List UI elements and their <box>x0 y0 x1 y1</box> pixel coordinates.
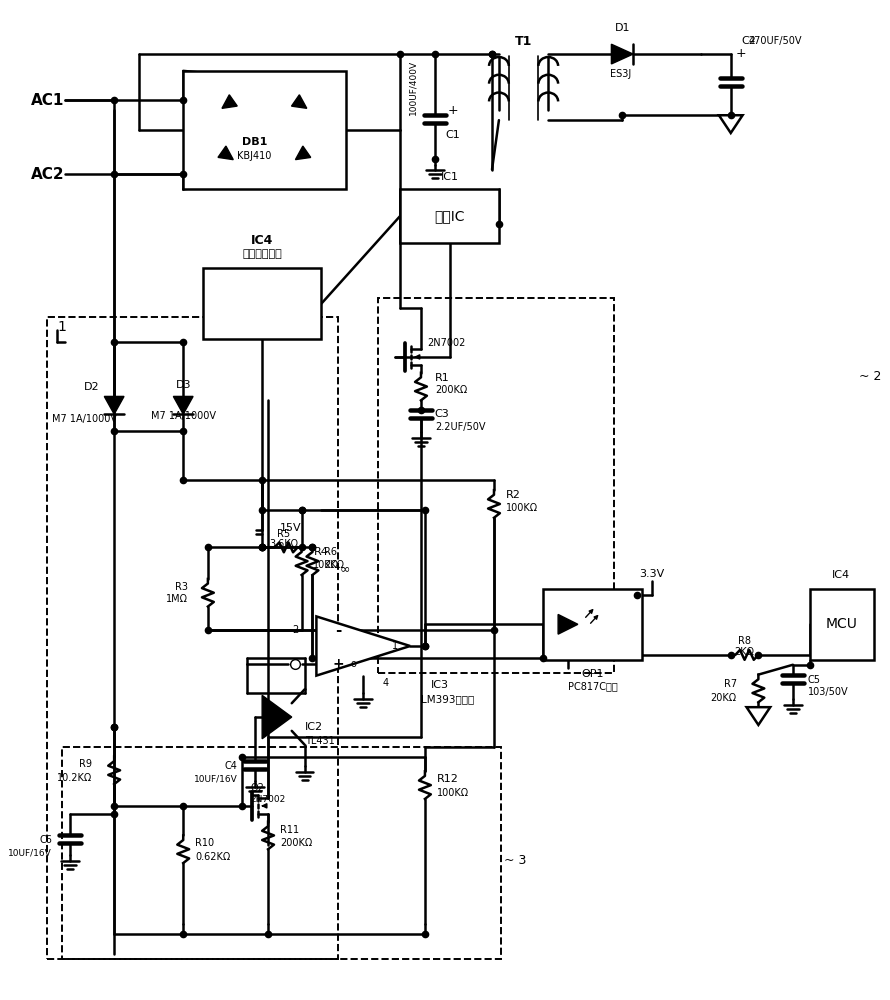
Text: M7 1A/1000V: M7 1A/1000V <box>150 411 215 421</box>
Text: 2KΩ: 2KΩ <box>324 560 344 570</box>
Bar <box>47 317 338 959</box>
Polygon shape <box>104 396 124 414</box>
Text: IC4: IC4 <box>251 234 273 247</box>
Text: ES3J: ES3J <box>610 69 631 79</box>
Text: TL431: TL431 <box>304 736 335 746</box>
Polygon shape <box>295 146 311 160</box>
Text: C3: C3 <box>435 409 449 419</box>
Text: ~ 3: ~ 3 <box>504 854 526 867</box>
Text: 2: 2 <box>293 625 299 635</box>
Text: MCU: MCU <box>825 617 857 631</box>
Bar <box>203 268 321 339</box>
Text: R7: R7 <box>724 679 737 689</box>
Text: C2: C2 <box>741 36 756 46</box>
Text: 200KΩ: 200KΩ <box>435 385 467 395</box>
Text: R2: R2 <box>506 490 521 500</box>
Text: +: + <box>332 657 344 671</box>
Polygon shape <box>719 115 742 133</box>
Text: R10: R10 <box>195 838 214 848</box>
Text: -: - <box>335 623 341 638</box>
Text: +: + <box>448 104 457 117</box>
Text: 103/50V: 103/50V <box>808 687 848 697</box>
Bar <box>543 589 642 660</box>
Bar <box>400 189 499 243</box>
Text: 10UF/16V: 10UF/16V <box>194 775 238 784</box>
Text: C5: C5 <box>808 675 821 685</box>
Text: 100KΩ: 100KΩ <box>437 788 469 798</box>
Text: IC4: IC4 <box>832 570 850 580</box>
Polygon shape <box>263 695 292 739</box>
Text: 100UF/400V: 100UF/400V <box>409 60 417 115</box>
Text: R8: R8 <box>738 636 751 646</box>
Text: 20KΩ: 20KΩ <box>710 693 737 703</box>
Text: 0.62KΩ: 0.62KΩ <box>195 852 231 862</box>
Text: 15V: 15V <box>279 523 302 533</box>
Text: ~ 2: ~ 2 <box>859 370 881 383</box>
Text: R9: R9 <box>79 759 93 769</box>
Text: 2.2UF/50V: 2.2UF/50V <box>435 422 485 432</box>
Text: 100KΩ: 100KΩ <box>506 503 538 513</box>
Text: R11: R11 <box>279 825 299 835</box>
Polygon shape <box>292 95 307 108</box>
Text: R1: R1 <box>435 373 449 383</box>
Polygon shape <box>317 616 410 676</box>
Bar <box>810 589 874 660</box>
Text: 10UF/16V: 10UF/16V <box>8 849 52 858</box>
Text: ∞: ∞ <box>340 563 350 576</box>
Text: 1MΩ: 1MΩ <box>166 594 188 604</box>
Bar <box>183 71 346 189</box>
Text: R6: R6 <box>324 547 337 557</box>
Polygon shape <box>747 707 770 725</box>
Text: D2: D2 <box>84 382 100 392</box>
Text: 2N7002: 2N7002 <box>427 338 465 348</box>
Text: 1: 1 <box>392 641 399 651</box>
Text: Q2: Q2 <box>250 783 264 793</box>
Text: C1: C1 <box>445 130 460 140</box>
Text: D3: D3 <box>175 380 191 390</box>
Text: M7 1A/1000V: M7 1A/1000V <box>53 414 117 424</box>
Text: OP1: OP1 <box>581 669 604 679</box>
Text: 3.6KΩ: 3.6KΩ <box>270 539 298 549</box>
Text: R5: R5 <box>278 529 290 539</box>
Text: 4: 4 <box>383 678 389 688</box>
Polygon shape <box>558 614 578 634</box>
Text: 2KΩ: 2KΩ <box>734 647 755 657</box>
Polygon shape <box>218 146 233 160</box>
Text: AC2: AC2 <box>31 167 65 182</box>
Text: D1: D1 <box>614 23 630 33</box>
Text: 470UF/50V: 470UF/50V <box>748 36 802 46</box>
Text: C4: C4 <box>224 761 238 771</box>
Text: LM393比较器: LM393比较器 <box>421 694 474 704</box>
Polygon shape <box>174 396 193 414</box>
Text: R3: R3 <box>175 582 188 592</box>
Text: AC1: AC1 <box>31 93 65 108</box>
Bar <box>377 298 614 673</box>
Text: 10KΩ: 10KΩ <box>313 560 339 570</box>
Text: 3: 3 <box>293 659 299 669</box>
Text: DB1: DB1 <box>241 137 267 147</box>
Text: IC1: IC1 <box>441 172 458 182</box>
Text: 1: 1 <box>57 320 66 334</box>
Text: 线性稳压模块: 线性稳压模块 <box>242 249 282 259</box>
Polygon shape <box>222 95 238 108</box>
Text: C6: C6 <box>39 835 52 845</box>
Text: IC2: IC2 <box>304 722 323 732</box>
Text: 2N7002: 2N7002 <box>250 795 286 804</box>
Text: T1: T1 <box>515 35 532 48</box>
Text: 200KΩ: 200KΩ <box>279 838 312 848</box>
Text: R12: R12 <box>437 774 458 784</box>
Bar <box>62 747 501 959</box>
Text: KBJ410: KBJ410 <box>237 151 271 161</box>
Text: +: + <box>736 47 747 60</box>
Text: PC817C光耦: PC817C光耦 <box>568 681 618 691</box>
Text: o: o <box>351 659 357 669</box>
Text: IC3: IC3 <box>431 680 449 690</box>
Text: 电源IC: 电源IC <box>434 209 465 223</box>
Polygon shape <box>611 44 633 64</box>
Text: R4: R4 <box>313 547 328 557</box>
Text: 10.2KΩ: 10.2KΩ <box>57 773 93 783</box>
Text: 3.3V: 3.3V <box>639 569 665 579</box>
